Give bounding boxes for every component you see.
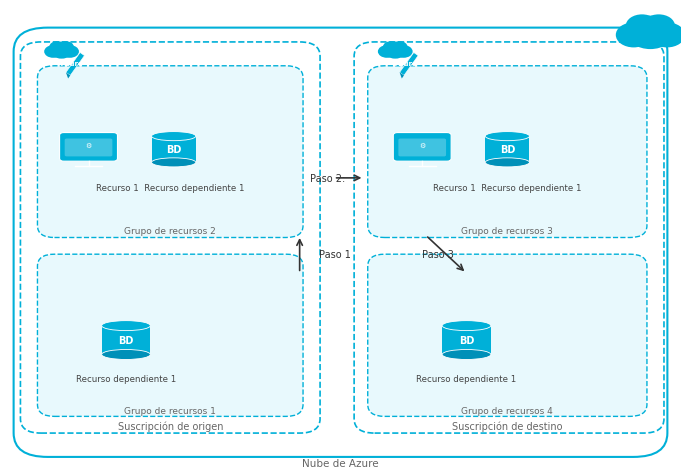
Circle shape xyxy=(616,23,652,49)
Ellipse shape xyxy=(485,159,529,168)
Circle shape xyxy=(383,43,407,60)
Text: Recurso dependiente 1: Recurso dependiente 1 xyxy=(416,374,517,383)
FancyBboxPatch shape xyxy=(354,43,664,433)
FancyBboxPatch shape xyxy=(394,133,451,162)
FancyBboxPatch shape xyxy=(14,29,667,457)
Text: Recurso 1  Recurso dependiente 1: Recurso 1 Recurso dependiente 1 xyxy=(433,184,582,192)
Text: Suscripción de destino: Suscripción de destino xyxy=(452,421,563,431)
Circle shape xyxy=(383,42,399,53)
Text: Paso 3: Paso 3 xyxy=(422,250,454,259)
Polygon shape xyxy=(66,53,84,76)
Circle shape xyxy=(395,46,413,59)
Text: Nube de Azure: Nube de Azure xyxy=(302,458,379,467)
Polygon shape xyxy=(485,137,529,163)
Polygon shape xyxy=(400,73,404,79)
Text: ⚙: ⚙ xyxy=(419,142,426,148)
Circle shape xyxy=(626,15,659,38)
FancyBboxPatch shape xyxy=(368,255,647,416)
Text: Grupo de recursos 2: Grupo de recursos 2 xyxy=(125,227,216,235)
Text: BD: BD xyxy=(118,336,133,345)
Circle shape xyxy=(627,17,674,50)
Ellipse shape xyxy=(151,159,196,168)
Text: ⚙: ⚙ xyxy=(85,142,92,148)
Polygon shape xyxy=(101,326,151,355)
Ellipse shape xyxy=(442,321,491,331)
FancyBboxPatch shape xyxy=(37,67,303,238)
Text: Suscripción de origen: Suscripción de origen xyxy=(118,421,223,431)
Circle shape xyxy=(49,42,65,53)
Circle shape xyxy=(50,43,74,60)
Ellipse shape xyxy=(101,321,151,331)
FancyBboxPatch shape xyxy=(368,67,647,238)
Text: Azure: Azure xyxy=(61,61,84,67)
FancyBboxPatch shape xyxy=(398,139,446,157)
Text: Paso 2:: Paso 2: xyxy=(310,174,345,183)
Circle shape xyxy=(58,42,74,53)
Ellipse shape xyxy=(442,350,491,360)
Ellipse shape xyxy=(101,350,151,360)
Polygon shape xyxy=(400,53,418,76)
Ellipse shape xyxy=(485,132,529,141)
Circle shape xyxy=(392,42,408,53)
Text: BD: BD xyxy=(166,145,181,155)
FancyBboxPatch shape xyxy=(20,43,320,433)
Text: Grupo de recursos 3: Grupo de recursos 3 xyxy=(462,227,553,235)
Text: BD: BD xyxy=(500,145,515,155)
Circle shape xyxy=(649,23,681,49)
Text: Grupo de recursos 4: Grupo de recursos 4 xyxy=(462,406,553,415)
Text: BD: BD xyxy=(459,336,474,345)
Text: Recurso 1  Recurso dependiente 1: Recurso 1 Recurso dependiente 1 xyxy=(96,184,244,192)
Text: Grupo de recursos 1: Grupo de recursos 1 xyxy=(125,406,216,415)
Circle shape xyxy=(44,46,62,59)
FancyBboxPatch shape xyxy=(65,139,112,157)
Polygon shape xyxy=(151,137,196,163)
FancyBboxPatch shape xyxy=(60,133,117,162)
FancyBboxPatch shape xyxy=(37,255,303,416)
Text: Recurso dependiente 1: Recurso dependiente 1 xyxy=(76,374,176,383)
Polygon shape xyxy=(66,73,70,79)
Circle shape xyxy=(642,15,675,38)
Ellipse shape xyxy=(151,132,196,141)
Polygon shape xyxy=(442,326,491,355)
Circle shape xyxy=(61,46,79,59)
Circle shape xyxy=(378,46,396,59)
Text: Azure: Azure xyxy=(395,61,417,67)
Text: Paso 1: Paso 1 xyxy=(319,250,351,259)
